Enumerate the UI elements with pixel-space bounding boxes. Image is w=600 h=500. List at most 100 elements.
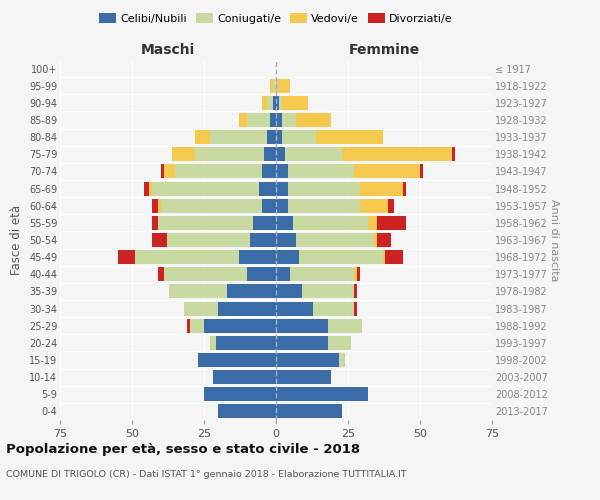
- Bar: [388, 198, 394, 212]
- Bar: [276, 113, 282, 127]
- Bar: [167, 233, 250, 247]
- Bar: [262, 96, 268, 110]
- Bar: [204, 318, 276, 332]
- Bar: [354, 268, 356, 281]
- Bar: [268, 130, 276, 144]
- Bar: [273, 96, 276, 110]
- Bar: [276, 353, 340, 367]
- Bar: [359, 198, 388, 212]
- Bar: [196, 130, 210, 144]
- Bar: [273, 78, 276, 92]
- Bar: [158, 198, 161, 212]
- Bar: [276, 302, 313, 316]
- Bar: [354, 302, 356, 316]
- Bar: [316, 130, 383, 144]
- Bar: [290, 268, 354, 281]
- Bar: [210, 336, 215, 350]
- Bar: [279, 96, 282, 110]
- Bar: [259, 182, 276, 196]
- Bar: [253, 216, 276, 230]
- Bar: [196, 148, 265, 162]
- Bar: [374, 233, 377, 247]
- Bar: [296, 113, 331, 127]
- Bar: [276, 268, 290, 281]
- Bar: [210, 130, 268, 144]
- Bar: [262, 198, 276, 212]
- Bar: [377, 216, 406, 230]
- Bar: [354, 164, 420, 178]
- Bar: [247, 268, 276, 281]
- Bar: [161, 164, 164, 178]
- Bar: [204, 388, 276, 402]
- Bar: [175, 164, 262, 178]
- Bar: [276, 216, 293, 230]
- Bar: [313, 302, 354, 316]
- Bar: [265, 148, 276, 162]
- Bar: [340, 353, 345, 367]
- Bar: [276, 148, 284, 162]
- Bar: [420, 164, 423, 178]
- Bar: [198, 353, 276, 367]
- Text: COMUNE DI TRIGOLO (CR) - Dati ISTAT 1° gennaio 2018 - Elaborazione TUTTITALIA.IT: COMUNE DI TRIGOLO (CR) - Dati ISTAT 1° g…: [6, 470, 407, 479]
- Bar: [282, 130, 316, 144]
- Bar: [262, 164, 276, 178]
- Bar: [276, 388, 368, 402]
- Bar: [152, 182, 259, 196]
- Bar: [354, 284, 356, 298]
- Bar: [158, 216, 253, 230]
- Text: Femmine: Femmine: [349, 42, 419, 56]
- Bar: [276, 164, 287, 178]
- Bar: [172, 148, 196, 162]
- Text: Maschi: Maschi: [141, 42, 195, 56]
- Bar: [452, 148, 455, 162]
- Bar: [270, 78, 273, 92]
- Bar: [218, 404, 276, 418]
- Bar: [212, 370, 276, 384]
- Bar: [368, 216, 377, 230]
- Bar: [276, 198, 287, 212]
- Bar: [184, 302, 218, 316]
- Bar: [270, 113, 276, 127]
- Bar: [158, 268, 164, 281]
- Bar: [403, 182, 406, 196]
- Bar: [299, 250, 383, 264]
- Bar: [276, 404, 342, 418]
- Bar: [118, 250, 135, 264]
- Bar: [276, 284, 302, 298]
- Bar: [287, 164, 354, 178]
- Bar: [276, 96, 279, 110]
- Bar: [187, 318, 190, 332]
- Bar: [164, 164, 175, 178]
- Bar: [152, 198, 158, 212]
- Bar: [302, 284, 354, 298]
- Bar: [282, 96, 308, 110]
- Bar: [276, 182, 287, 196]
- Bar: [164, 268, 247, 281]
- Bar: [276, 370, 331, 384]
- Bar: [383, 250, 385, 264]
- Bar: [296, 233, 374, 247]
- Bar: [328, 336, 351, 350]
- Bar: [268, 96, 273, 110]
- Bar: [276, 78, 290, 92]
- Bar: [161, 198, 262, 212]
- Bar: [239, 113, 247, 127]
- Bar: [152, 216, 158, 230]
- Bar: [227, 284, 276, 298]
- Bar: [377, 233, 391, 247]
- Bar: [276, 250, 299, 264]
- Bar: [287, 198, 359, 212]
- Bar: [342, 148, 452, 162]
- Bar: [152, 233, 167, 247]
- Bar: [135, 250, 239, 264]
- Bar: [276, 233, 296, 247]
- Bar: [276, 130, 282, 144]
- Bar: [218, 302, 276, 316]
- Bar: [190, 318, 204, 332]
- Bar: [282, 113, 296, 127]
- Text: Popolazione per età, sesso e stato civile - 2018: Popolazione per età, sesso e stato civil…: [6, 442, 360, 456]
- Bar: [169, 284, 227, 298]
- Bar: [287, 182, 359, 196]
- Legend: Celibi/Nubili, Coniugati/e, Vedovi/e, Divorziati/e: Celibi/Nubili, Coniugati/e, Vedovi/e, Di…: [97, 10, 455, 26]
- Y-axis label: Fasce di età: Fasce di età: [10, 205, 23, 275]
